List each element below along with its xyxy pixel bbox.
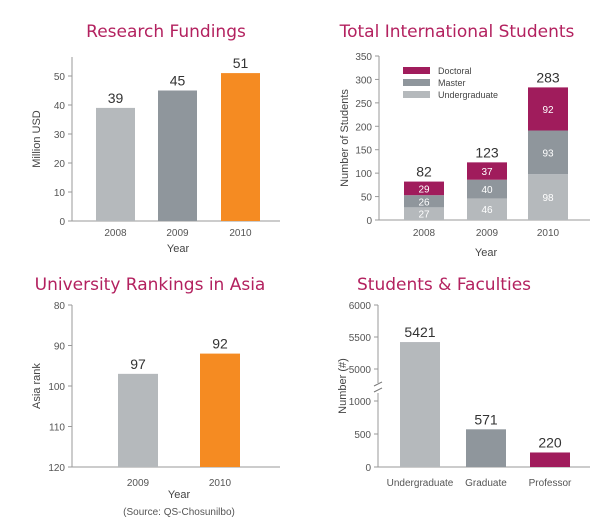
y-tick-label: 5500 — [349, 333, 372, 344]
y-tick-label: 0 — [59, 217, 65, 228]
value-label: 92 — [212, 336, 228, 352]
bar-segment-master — [528, 130, 568, 175]
y-tick-label: 300 — [355, 75, 372, 86]
value-label: 571 — [474, 411, 498, 427]
bar-segment-undergraduate — [467, 198, 507, 220]
y-tick-label: 150 — [355, 146, 372, 157]
segment-label: 46 — [481, 205, 493, 216]
value-label: 45 — [170, 73, 186, 89]
x-tick-label: 2008 — [413, 228, 436, 239]
chart-title: Research Fundings — [86, 22, 246, 42]
bar — [530, 452, 570, 467]
y-tick-label: 50 — [54, 72, 66, 83]
total-label: 123 — [475, 144, 499, 160]
y-tick-label: 100 — [355, 169, 372, 180]
y-tick-label: 0 — [366, 216, 372, 227]
segment-label: 27 — [418, 210, 430, 221]
bar-segment-master — [404, 195, 444, 208]
chart-title: Students & Faculties — [357, 275, 531, 295]
segment-label: 40 — [481, 185, 493, 196]
legend-label: Undergraduate — [438, 90, 498, 100]
y-tick-label: 40 — [54, 101, 66, 112]
y-tick-label: 90 — [54, 342, 66, 353]
segment-label: 26 — [418, 197, 430, 208]
legend-label: Doctoral — [438, 66, 472, 76]
chart-title: University Rankings in Asia — [35, 275, 266, 295]
x-axis-label: Year — [475, 247, 498, 259]
y-tick-label: 120 — [48, 463, 65, 474]
x-axis-label: Year — [168, 489, 191, 501]
y-axis-label: Asia rank — [31, 363, 43, 409]
chart-3: Students & Faculties 0 500 1000 5000 5500 6000… — [337, 275, 590, 489]
y-tick-label: 6000 — [349, 301, 372, 312]
segment-label: 37 — [481, 167, 493, 178]
y-tick-label: 30 — [54, 130, 66, 141]
segment-label: 98 — [542, 193, 554, 204]
x-tick-label: 2010 — [229, 228, 252, 239]
bar — [96, 107, 135, 221]
x-tick-label: 2009 — [166, 228, 189, 239]
x-tick-label: 2010 — [209, 478, 232, 489]
x-tick-label: 2009 — [127, 478, 150, 489]
bar-segment-undergraduate — [528, 174, 568, 220]
y-tick-label: 350 — [355, 52, 372, 63]
bar — [158, 90, 197, 221]
x-axis-label: Year — [167, 243, 190, 255]
bar — [221, 73, 260, 221]
segment-label: 29 — [418, 184, 430, 195]
x-tick-label: Professor — [529, 478, 572, 489]
legend-swatch — [403, 79, 430, 86]
y-tick-label: 500 — [354, 430, 371, 441]
x-tick-label: 2008 — [104, 228, 127, 239]
total-label: 283 — [536, 69, 560, 85]
y-axis-label: Number of Students — [339, 89, 351, 187]
axis-break-mark — [373, 381, 383, 387]
value-label: 51 — [233, 55, 249, 71]
y-tick-label: 50 — [361, 193, 373, 204]
chart-1: Total International Students 0 50 100 150 200… — [339, 22, 590, 259]
bar — [466, 429, 506, 467]
legend-swatch — [403, 67, 430, 74]
x-tick-label: 2010 — [537, 228, 560, 239]
legend-label: Master — [438, 78, 466, 88]
bar-segment-master — [467, 179, 507, 199]
bar — [200, 353, 240, 467]
x-tick-label: Graduate — [465, 478, 507, 489]
y-tick-label: 80 — [54, 301, 66, 312]
bar — [400, 342, 440, 467]
y-axis-label: Number (#) — [337, 358, 349, 414]
bar-segment-doctoral — [467, 162, 507, 180]
y-tick-label: 110 — [49, 423, 65, 434]
x-tick-label: Undergraduate — [387, 478, 454, 489]
bar — [118, 373, 158, 467]
y-tick-label: 1000 — [349, 397, 372, 408]
chart-2: University Rankings in Asia 80 90 100 110 120… — [31, 275, 280, 518]
y-tick-label: 200 — [355, 122, 372, 133]
chart-title: Total International Students — [339, 22, 575, 42]
value-label: 5421 — [404, 324, 435, 340]
legend-swatch — [403, 91, 430, 98]
value-label: 220 — [538, 434, 562, 450]
y-tick-label: 5000 — [349, 365, 372, 376]
chart-0: Research Fundings 0 10 20 30 40 50 Million USD Y… — [31, 22, 280, 255]
segment-label: 93 — [542, 148, 554, 159]
y-tick-label: 10 — [54, 188, 66, 199]
x-tick-label: 2009 — [476, 228, 499, 239]
segment-label: 92 — [542, 105, 554, 116]
y-tick-label: 100 — [48, 382, 65, 393]
bar-segment-doctoral — [528, 87, 568, 131]
axis-break-mark — [373, 387, 383, 393]
y-tick-label: 0 — [365, 463, 371, 474]
value-label: 97 — [130, 356, 146, 372]
y-tick-label: 250 — [355, 99, 372, 110]
y-tick-label: 20 — [54, 159, 66, 170]
source-note: (Source: QS-Chosunilbo) — [123, 507, 235, 518]
y-axis-label: Million USD — [31, 110, 43, 168]
bar-segment-undergraduate — [404, 207, 444, 220]
total-label: 82 — [416, 164, 432, 180]
value-label: 39 — [108, 90, 124, 106]
bar-segment-doctoral — [404, 181, 444, 196]
